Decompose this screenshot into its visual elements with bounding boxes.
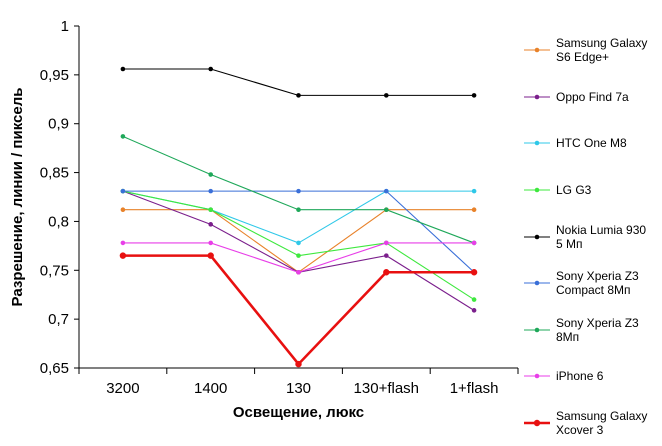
y-tick-label: 1 [61, 18, 69, 35]
x-tick-label: 1+flash [450, 380, 499, 397]
legend-label: Samsung Galaxy [556, 36, 647, 50]
y-axis-title: Разрешение, линии / пиксель [9, 88, 26, 307]
legend-swatch-marker [534, 140, 540, 146]
legend-label: Sony Xperia Z3 [556, 316, 639, 330]
legend-label: Samsung Galaxy [556, 409, 647, 423]
data-point [208, 222, 213, 227]
legend-label: Xcover 3 [556, 423, 604, 437]
data-point [120, 188, 126, 194]
data-point [471, 93, 477, 98]
data-point [384, 240, 389, 246]
data-point [295, 360, 302, 368]
series-line [122, 190, 475, 273]
series-layer [119, 66, 478, 368]
data-point [120, 66, 126, 72]
data-point [208, 66, 213, 72]
legend-label: 8Мп [556, 330, 579, 344]
legend-swatch-marker [534, 234, 540, 240]
y-tick-label: 0,9 [48, 116, 69, 133]
data-point [296, 240, 301, 246]
data-point [384, 188, 389, 194]
data-point [207, 252, 214, 259]
data-point [120, 134, 126, 139]
y-tick-label: 0,8 [48, 213, 69, 230]
x-tick-label: 1400 [194, 380, 227, 397]
y-tick-label: 0,65 [40, 360, 69, 377]
legend-label: HTC One M8 [556, 136, 627, 150]
x-tick-label: 3200 [106, 380, 139, 397]
data-point [383, 269, 390, 276]
legend-label: 5 Мп [556, 237, 583, 251]
series-4 [120, 66, 477, 98]
data-point [471, 308, 477, 313]
data-point [470, 269, 478, 276]
legend-item: iPhone 6 [524, 369, 604, 383]
data-point [296, 253, 301, 258]
x-axis: 3200 1400 130 130+flash 1+flash [78, 367, 519, 397]
data-point [384, 253, 389, 258]
series-3 [120, 188, 477, 302]
legend-swatch-marker [533, 419, 541, 427]
data-point [208, 240, 213, 246]
legend-label: Oppo Find 7a [556, 90, 629, 104]
data-point [120, 207, 126, 213]
y-axis: 0,65 0,7 0,75 0,8 0,85 0,9 0,95 1 [40, 18, 80, 377]
legend-swatch-marker [534, 94, 540, 100]
data-point [384, 93, 389, 98]
data-point [296, 207, 301, 213]
data-point [471, 188, 477, 194]
series-7 [120, 240, 477, 275]
x-tick-label: 130+flash [354, 380, 419, 397]
legend-item: HTC One M8 [524, 136, 627, 150]
legend-item: LG G3 [524, 183, 592, 197]
data-point [384, 207, 389, 213]
legend-item: Oppo Find 7a [524, 90, 629, 104]
legend-swatch-marker [534, 280, 540, 286]
legend-label: LG G3 [556, 183, 592, 197]
legend-label: S6 Edge+ [556, 50, 609, 64]
data-point [120, 240, 126, 246]
data-point [471, 207, 477, 213]
data-point [296, 188, 301, 194]
legend-label: iPhone 6 [556, 369, 604, 383]
y-tick-label: 0,7 [48, 311, 69, 328]
data-point [208, 188, 213, 194]
series-2 [120, 188, 477, 246]
data-point [471, 240, 477, 246]
data-point [208, 207, 213, 213]
legend-label: Compact 8Мп [556, 283, 631, 297]
x-axis-title: Освещение, люкс [233, 404, 364, 421]
series-line [122, 190, 475, 244]
data-point [208, 172, 213, 177]
legend-swatch-marker [534, 187, 540, 193]
data-point [296, 269, 301, 275]
legend-label: Nokia Lumia 930 [556, 223, 646, 237]
data-point [119, 252, 127, 259]
legend-swatch-marker [534, 327, 540, 333]
series-8 [119, 252, 478, 368]
y-tick-label: 0,85 [40, 165, 69, 182]
data-point [471, 297, 477, 302]
x-tick-label: 130 [286, 380, 311, 397]
y-tick-label: 0,95 [40, 67, 69, 84]
y-tick-label: 0,75 [40, 262, 69, 279]
series-line [122, 68, 475, 96]
legend-label: Sony Xperia Z3 [556, 269, 639, 283]
legend-swatch-marker [534, 47, 540, 53]
legend-swatch-marker [534, 373, 540, 379]
data-point [296, 93, 301, 98]
